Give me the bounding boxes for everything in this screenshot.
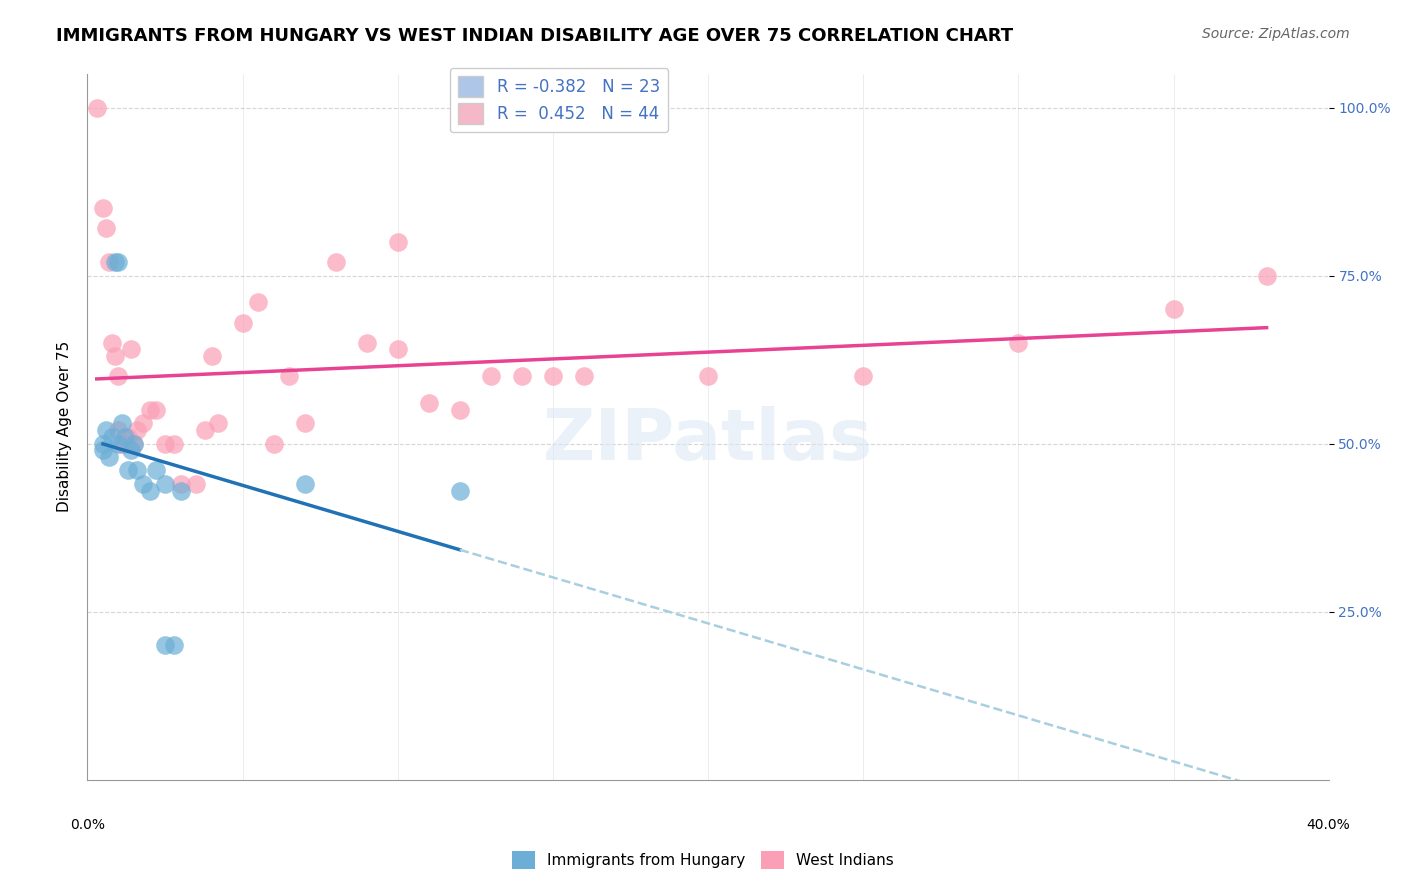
Point bbox=[232, 316, 254, 330]
Point bbox=[356, 335, 378, 350]
Point bbox=[510, 369, 533, 384]
Point bbox=[169, 483, 191, 498]
Point bbox=[101, 335, 124, 350]
Point bbox=[104, 255, 127, 269]
Point bbox=[294, 476, 316, 491]
Point bbox=[1163, 302, 1185, 317]
Point bbox=[127, 463, 149, 477]
Text: 40.0%: 40.0% bbox=[1306, 818, 1351, 832]
Point bbox=[278, 369, 301, 384]
Point bbox=[449, 483, 471, 498]
Point bbox=[153, 638, 176, 652]
Point bbox=[247, 295, 270, 310]
Point bbox=[449, 403, 471, 417]
Point bbox=[387, 343, 409, 357]
Point bbox=[117, 463, 139, 477]
Point bbox=[114, 430, 136, 444]
Point bbox=[107, 423, 129, 437]
Point bbox=[104, 349, 127, 363]
Point bbox=[107, 255, 129, 269]
Point bbox=[145, 463, 167, 477]
Point bbox=[1256, 268, 1278, 283]
Point bbox=[114, 436, 136, 450]
Point bbox=[132, 417, 155, 431]
Point bbox=[418, 396, 440, 410]
Text: Source: ZipAtlas.com: Source: ZipAtlas.com bbox=[1202, 27, 1350, 41]
Point bbox=[153, 476, 176, 491]
Point bbox=[169, 476, 191, 491]
Point bbox=[107, 369, 129, 384]
Point bbox=[145, 403, 167, 417]
Point bbox=[194, 423, 217, 437]
Point bbox=[120, 343, 142, 357]
Point bbox=[697, 369, 720, 384]
Point bbox=[127, 423, 149, 437]
Point bbox=[110, 417, 132, 431]
Point bbox=[94, 423, 117, 437]
Point bbox=[101, 430, 124, 444]
Point bbox=[1007, 335, 1029, 350]
Point bbox=[852, 369, 875, 384]
Point bbox=[122, 436, 145, 450]
Point bbox=[572, 369, 595, 384]
Point bbox=[184, 476, 207, 491]
Point bbox=[120, 443, 142, 458]
Point bbox=[107, 436, 129, 450]
Point bbox=[132, 476, 155, 491]
Text: ZIPatlas: ZIPatlas bbox=[543, 407, 873, 475]
Text: IMMIGRANTS FROM HUNGARY VS WEST INDIAN DISABILITY AGE OVER 75 CORRELATION CHART: IMMIGRANTS FROM HUNGARY VS WEST INDIAN D… bbox=[56, 27, 1014, 45]
Point bbox=[163, 436, 186, 450]
Point bbox=[122, 436, 145, 450]
Point bbox=[294, 417, 316, 431]
Point bbox=[479, 369, 502, 384]
Point bbox=[138, 483, 160, 498]
Point bbox=[86, 101, 108, 115]
Point bbox=[163, 638, 186, 652]
Point bbox=[541, 369, 564, 384]
Point bbox=[91, 436, 114, 450]
Point bbox=[153, 436, 176, 450]
Legend: Immigrants from Hungary, West Indians: Immigrants from Hungary, West Indians bbox=[506, 845, 900, 875]
Point bbox=[98, 255, 121, 269]
Point bbox=[91, 443, 114, 458]
Point bbox=[98, 450, 121, 464]
Point bbox=[94, 221, 117, 235]
Point bbox=[138, 403, 160, 417]
Point bbox=[91, 202, 114, 216]
Text: 0.0%: 0.0% bbox=[70, 818, 105, 832]
Y-axis label: Disability Age Over 75: Disability Age Over 75 bbox=[58, 341, 72, 512]
Point bbox=[387, 235, 409, 249]
Point bbox=[110, 436, 132, 450]
Point bbox=[117, 430, 139, 444]
Legend: R = -0.382   N = 23, R =  0.452   N = 44: R = -0.382 N = 23, R = 0.452 N = 44 bbox=[450, 68, 668, 132]
Point bbox=[200, 349, 222, 363]
Point bbox=[207, 417, 229, 431]
Point bbox=[325, 255, 347, 269]
Point bbox=[263, 436, 285, 450]
